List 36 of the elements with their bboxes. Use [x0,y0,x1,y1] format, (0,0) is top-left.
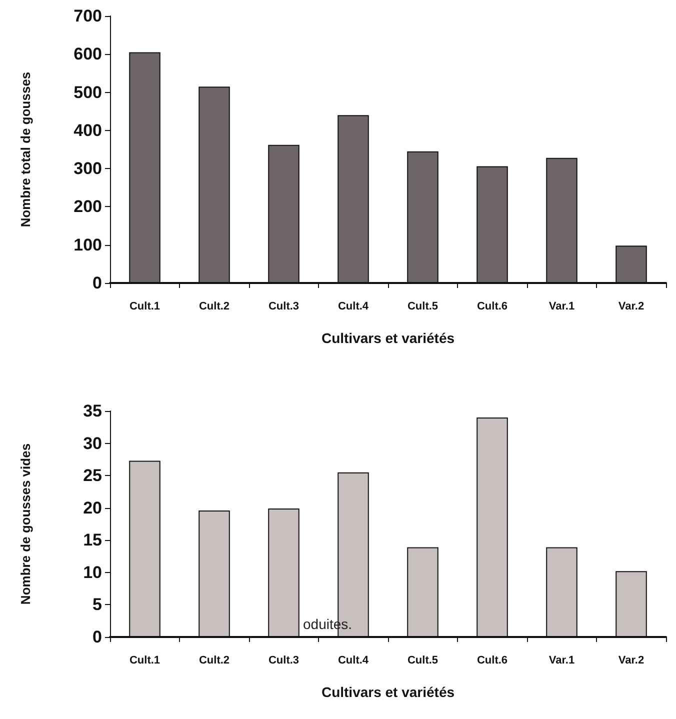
y-tick-label: 0 [92,628,102,646]
x-tick-label: Cult.6 [476,654,508,666]
x-tick-label: Cult.1 [129,300,160,312]
y-tick-label: 35 [83,402,102,420]
x-tick-label: Cult.5 [407,654,438,666]
y-tick-label: 300 [74,159,102,178]
y-tick-label: 100 [74,235,102,254]
y-tick-label: 600 [74,44,102,64]
x-tick-label: Cult.4 [338,300,370,312]
y-axis-title: Nombre total de gousses [18,72,33,228]
x-tick-label: Cult.1 [129,654,160,666]
x-tick-label: Cult.3 [268,654,300,666]
y-tick-label: 0 [92,274,102,292]
y-axis-title: Nombre de gousses vides [18,443,33,605]
x-tick-label: Var.2 [618,654,644,666]
y-tick-label: 400 [74,120,102,140]
x-tick-label: Cult.4 [338,654,370,666]
x-tick-label: Cult.3 [268,300,300,312]
x-tick-label: Cult.6 [476,300,508,312]
x-axis-title: Cultivars et variétés [321,684,455,700]
x-tick-label: Cult.2 [198,654,230,666]
y-tick-label: 700 [74,6,102,26]
x-tick-label: Cult.5 [407,300,438,312]
y-tick-label: 5 [92,595,102,614]
y-tick-label: 20 [83,498,102,518]
y-tick-label: 25 [83,466,102,486]
y-tick-label: 10 [83,562,102,582]
x-tick-label: Var.1 [548,654,575,666]
x-tick-label: Cult.2 [198,300,230,312]
y-tick-label: 30 [83,434,102,453]
x-tick-label: Var.1 [548,300,575,312]
y-tick-label: 500 [74,82,102,102]
y-tick-label: 15 [83,530,102,550]
y-tick-label: 200 [74,197,102,216]
x-axis-title: Cultivars et variétés [321,330,455,346]
x-tick-label: Var.2 [618,300,644,312]
